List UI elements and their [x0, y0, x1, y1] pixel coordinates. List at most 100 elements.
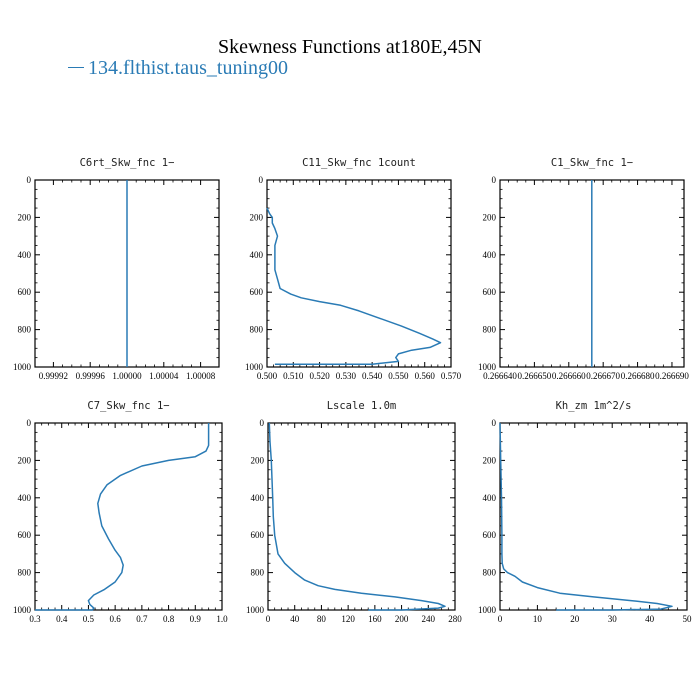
plot-frame: [34, 422, 223, 611]
legend-label: 134.flthist.taus_tuning00: [88, 57, 288, 79]
x-tick-label: 1.00004: [149, 371, 179, 381]
y-tick-label: 200: [251, 455, 265, 465]
x-tick-label: 0.550: [388, 371, 409, 381]
series-line: [266, 207, 442, 365]
y-tick-label: 800: [251, 568, 265, 578]
chart-panel-3: C1_Skw_fnc 1−0.266640 0.266650 0.266660 0.2…: [478, 157, 689, 381]
y-tick-label: 800: [18, 325, 32, 335]
x-tick-label: 1.0: [216, 614, 228, 624]
plot-frame: [267, 422, 456, 611]
y-tick-label: 1000: [13, 362, 32, 372]
x-tick-label: 0.9: [190, 614, 202, 624]
y-tick-label: 800: [483, 325, 497, 335]
x-tick-label: 0.510: [283, 371, 304, 381]
x-tick-label: 0.570: [441, 371, 462, 381]
y-tick-label: 1000: [245, 362, 264, 372]
chart-panel-4: C7_Skw_fnc 1− 0.3 0.4 0.5 0.6 0.7 0.8 0.9 1.0 0 20…: [13, 400, 228, 624]
y-tick-label: 1000: [478, 605, 497, 615]
x-tick-label: 0.540: [362, 371, 383, 381]
y-tick-label: 800: [250, 325, 264, 335]
x-tick-label: 280: [448, 614, 462, 624]
x-tick-label: 0: [498, 614, 503, 624]
y-tick-label: 600: [18, 287, 32, 297]
chart-panel-5: Lscale 1.0m 0 40 80 120 160 200 240 280 0 200 400 60…: [246, 400, 462, 624]
y-tick-label: 600: [18, 530, 32, 540]
legend-line-swatch: [68, 66, 84, 68]
y-tick-label: 0: [260, 418, 265, 428]
x-tick-label: 50: [683, 614, 693, 624]
x-tick-label: 0.266640: [483, 371, 517, 381]
x-tick-label: 0.8: [163, 614, 175, 624]
x-tick-label: 40: [290, 614, 300, 624]
x-tick-label: 0.500: [257, 371, 278, 381]
y-tick-label: 800: [483, 568, 497, 578]
x-tick-label: 40: [645, 614, 655, 624]
y-tick-label: 400: [251, 493, 265, 503]
panel-title: Kh_zm 1m^2/s: [556, 400, 632, 412]
chart-panel-6: Kh_zm 1m^2/s 0 10 20 30 40 50 0 200 400 600 800 1000: [478, 400, 692, 624]
x-tick-label: 0.266670: [586, 371, 620, 381]
x-tick-label: 80: [317, 614, 327, 624]
panel-title: Lscale 1.0m: [327, 400, 397, 412]
x-tick-label: 30: [608, 614, 618, 624]
legend-entry: 134.flthist.taus_tuning00: [68, 57, 288, 80]
y-tick-label: 1000: [246, 605, 265, 615]
y-tick-label: 0: [492, 175, 497, 185]
x-tick-label: 0.3: [29, 614, 41, 624]
y-tick-label: 0: [27, 175, 32, 185]
x-tick-label: 0.99996: [76, 371, 106, 381]
y-tick-label: 600: [250, 287, 264, 297]
figure-title: Skewness Functions at180E,45N: [218, 36, 482, 58]
x-tick-label: 0.266690: [655, 371, 689, 381]
y-tick-label: 400: [250, 250, 264, 260]
y-tick-label: 1000: [13, 605, 32, 615]
chart-panel-1: C6rt_Skw_fnc 1− 0.99992 0.99996 1.00000 1.00…: [13, 157, 220, 381]
x-tick-label: 0.7: [136, 614, 148, 624]
panel-title: C11_Skw_fnc 1count: [302, 157, 416, 169]
x-tick-label: 0.266680: [621, 371, 655, 381]
x-tick-label: 0.5: [83, 614, 95, 624]
panel-title: C6rt_Skw_fnc 1−: [80, 157, 175, 169]
series-line: [499, 422, 673, 611]
panel-title: C7_Skw_fnc 1−: [87, 400, 169, 412]
y-tick-label: 600: [483, 530, 497, 540]
y-tick-label: 0: [259, 175, 264, 185]
y-tick-label: 0: [27, 418, 32, 428]
y-tick-label: 400: [483, 493, 497, 503]
x-tick-label: 1.00000: [112, 371, 142, 381]
x-tick-label: 0.99992: [39, 371, 68, 381]
x-tick-label: 1.00008: [186, 371, 216, 381]
x-tick-label: 0.560: [415, 371, 436, 381]
series-line: [268, 422, 446, 611]
x-tick-label: 0.520: [309, 371, 330, 381]
y-tick-label: 600: [483, 287, 497, 297]
x-tick-label: 0.6: [110, 614, 122, 624]
y-tick-label: 800: [18, 568, 32, 578]
y-tick-label: 200: [483, 455, 497, 465]
y-tick-label: 200: [483, 212, 497, 222]
x-tick-label: 200: [395, 614, 409, 624]
plot-frame: [266, 179, 452, 368]
x-tick-label: 10: [533, 614, 543, 624]
series-line: [35, 423, 210, 611]
chart-panel-2: C11_Skw_fnc 1count 0.500 0.510 0.520 0.530 0.…: [245, 157, 462, 381]
x-tick-label: 0: [266, 614, 271, 624]
panel-title: C1_Skw_fnc 1−: [551, 157, 633, 169]
y-tick-label: 200: [250, 212, 264, 222]
x-tick-label: 0.4: [56, 614, 68, 624]
y-tick-label: 0: [492, 418, 497, 428]
y-tick-label: 200: [18, 455, 32, 465]
x-tick-label: 0.266650: [518, 371, 552, 381]
y-tick-label: 400: [483, 250, 497, 260]
x-tick-label: 0.266660: [552, 371, 586, 381]
y-tick-label: 200: [18, 212, 32, 222]
y-tick-label: 600: [251, 530, 265, 540]
x-tick-label: 0.530: [336, 371, 357, 381]
y-tick-label: 400: [18, 250, 32, 260]
x-tick-label: 240: [422, 614, 436, 624]
x-tick-label: 160: [368, 614, 382, 624]
x-tick-label: 120: [341, 614, 355, 624]
plot-frame: [499, 422, 688, 611]
y-tick-label: 400: [18, 493, 32, 503]
